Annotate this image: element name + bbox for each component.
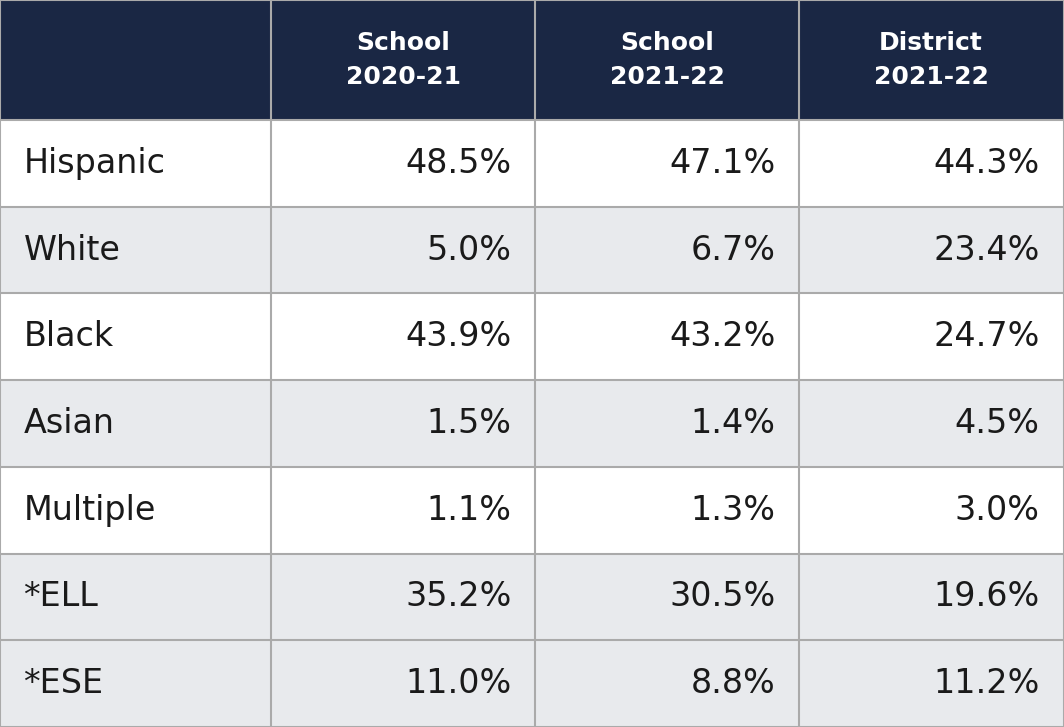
Bar: [799, 380, 1063, 467]
Text: White: White: [23, 233, 120, 267]
Bar: [535, 553, 799, 640]
Bar: [535, 640, 799, 727]
Bar: [535, 120, 799, 206]
Text: Asian: Asian: [23, 407, 115, 440]
Bar: [271, 553, 535, 640]
Bar: [535, 380, 799, 467]
Text: 1.5%: 1.5%: [427, 407, 512, 440]
Bar: [799, 467, 1063, 553]
Bar: [271, 0, 535, 120]
Bar: [799, 640, 1063, 727]
Bar: [535, 294, 799, 380]
Text: 24.7%: 24.7%: [933, 321, 1040, 353]
Text: 43.9%: 43.9%: [405, 321, 512, 353]
Bar: [271, 380, 535, 467]
Text: 3.0%: 3.0%: [954, 494, 1040, 526]
Bar: [271, 294, 535, 380]
Bar: [535, 206, 799, 294]
Text: District
2021-22: District 2021-22: [874, 31, 988, 89]
Text: School
2020-21: School 2020-21: [346, 31, 461, 89]
Text: Multiple: Multiple: [23, 494, 155, 526]
Bar: [0, 294, 271, 380]
Bar: [799, 553, 1063, 640]
Bar: [0, 640, 271, 727]
Bar: [271, 120, 535, 206]
Text: 8.8%: 8.8%: [691, 667, 776, 700]
Bar: [271, 467, 535, 553]
Bar: [535, 0, 799, 120]
Text: 48.5%: 48.5%: [405, 147, 512, 180]
Bar: [799, 206, 1063, 294]
Bar: [799, 120, 1063, 206]
Text: School
2021-22: School 2021-22: [610, 31, 725, 89]
Text: 4.5%: 4.5%: [954, 407, 1040, 440]
Bar: [0, 553, 271, 640]
Text: 11.2%: 11.2%: [933, 667, 1040, 700]
Bar: [0, 0, 271, 120]
Bar: [0, 120, 271, 206]
Bar: [0, 467, 271, 553]
Text: 1.3%: 1.3%: [691, 494, 776, 526]
Text: 1.1%: 1.1%: [427, 494, 512, 526]
Bar: [271, 206, 535, 294]
Text: 5.0%: 5.0%: [427, 233, 512, 267]
Text: Black: Black: [23, 321, 114, 353]
Text: *ELL: *ELL: [23, 580, 98, 614]
Text: 43.2%: 43.2%: [669, 321, 776, 353]
Bar: [535, 467, 799, 553]
Text: 19.6%: 19.6%: [933, 580, 1040, 614]
Bar: [799, 0, 1063, 120]
Bar: [0, 206, 271, 294]
Text: 44.3%: 44.3%: [933, 147, 1040, 180]
Text: *ESE: *ESE: [23, 667, 103, 700]
Text: 6.7%: 6.7%: [691, 233, 776, 267]
Text: 11.0%: 11.0%: [405, 667, 512, 700]
Bar: [799, 294, 1063, 380]
Text: Hispanic: Hispanic: [23, 147, 165, 180]
Text: 47.1%: 47.1%: [669, 147, 776, 180]
Bar: [271, 640, 535, 727]
Bar: [0, 380, 271, 467]
Text: 23.4%: 23.4%: [933, 233, 1040, 267]
Text: 1.4%: 1.4%: [691, 407, 776, 440]
Text: 35.2%: 35.2%: [405, 580, 512, 614]
Text: 30.5%: 30.5%: [669, 580, 776, 614]
